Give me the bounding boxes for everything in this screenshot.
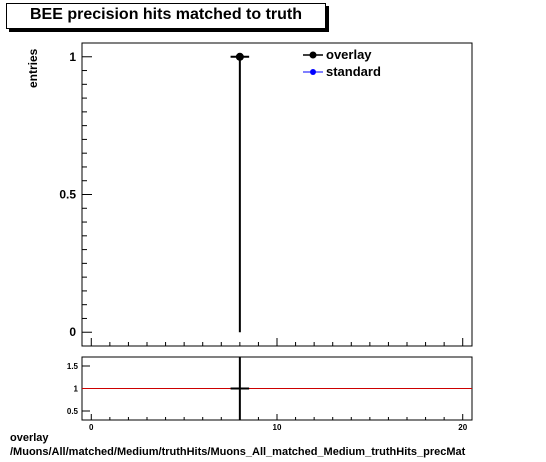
ratio-y-tick-label: 1 [74,385,79,394]
ratio-data [82,357,472,420]
ratio-x-tick-label: 20 [458,423,467,432]
legend-standard-marker [303,69,323,75]
legend-overlay-label: overlay [326,47,372,62]
main-y-tick-label: 0.5 [59,188,76,202]
ratio-x-axis: 0 10 20 [89,414,468,432]
ratio-x-tick-label: 0 [89,423,94,432]
main-y-tick-label: 1 [69,50,76,64]
main-data [230,52,250,333]
legend-standard-label: standard [326,64,381,79]
main-y-axis: 00.51 [59,50,92,339]
ratio-y-tick-label: 0.5 [67,407,79,416]
main-plot-frame [81,42,473,347]
footer-line-2: /Muons/All/matched/Medium/truthHits/Muon… [10,446,466,458]
main-y-tick-label: 0 [69,325,76,339]
main-x-axis [90,338,464,346]
ratio-y-tick-label: 1.5 [67,362,79,371]
legend-overlay-marker [303,51,323,59]
ratio-x-tick-label: 10 [273,423,282,432]
chart-title: BEE precision hits matched to truth [29,6,303,23]
footer-line-1: overlay [10,432,49,444]
chart-title-box: BEE precision hits matched to truth [6,3,326,29]
data-point [235,52,244,61]
